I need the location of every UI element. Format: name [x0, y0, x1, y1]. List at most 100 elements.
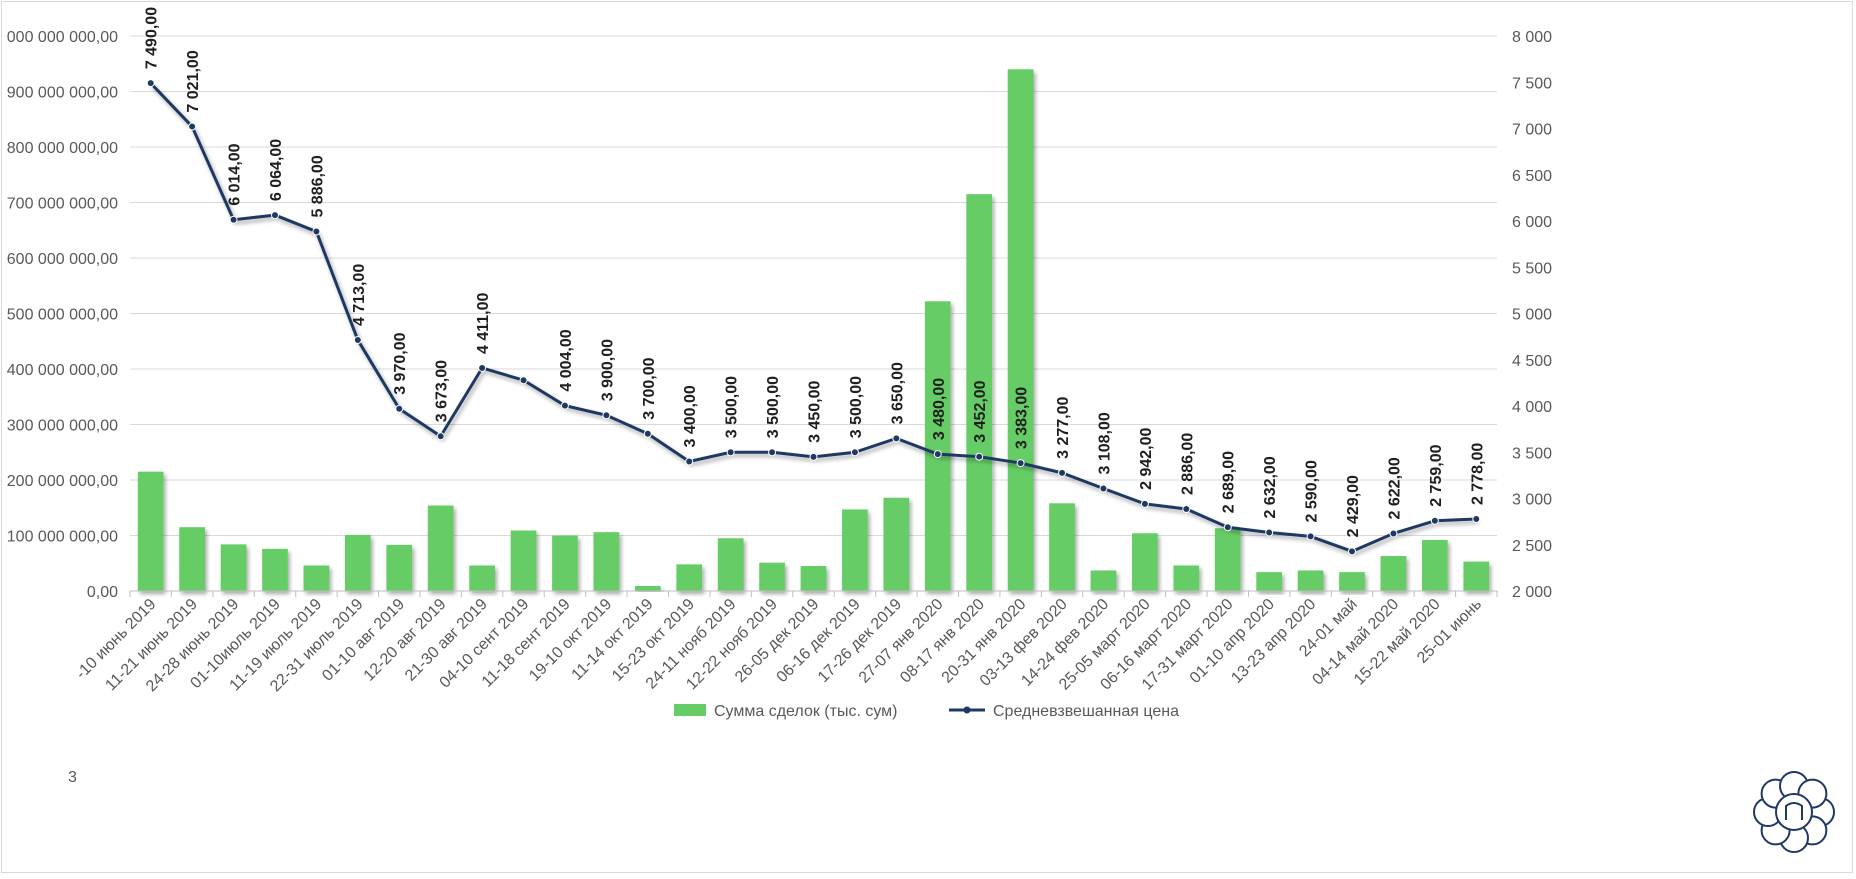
y-right-tick-label: 5 500	[1512, 260, 1552, 277]
line-point	[1140, 499, 1149, 508]
data-label: 3 673,00	[434, 360, 451, 422]
line-point	[643, 429, 652, 438]
bar	[262, 548, 288, 591]
bar	[427, 505, 454, 591]
bar	[1463, 561, 1490, 591]
bar	[552, 535, 578, 591]
line-point	[1182, 505, 1191, 514]
bar	[1132, 533, 1158, 591]
line-point	[1389, 529, 1398, 538]
bar	[1090, 570, 1117, 591]
line-point	[146, 79, 155, 88]
bar	[966, 194, 993, 592]
line-point	[685, 457, 694, 466]
legend-label-line: Средневзвешанная цена	[993, 703, 1179, 720]
bar	[510, 530, 537, 591]
y-left-tick-label: 500 000 000,00	[7, 307, 118, 324]
bar	[1339, 572, 1365, 591]
data-label: 7 490,00	[144, 7, 161, 69]
legend-marker	[963, 706, 971, 714]
data-label: 2 759,00	[1428, 444, 1445, 506]
line-series	[146, 79, 1481, 556]
y-left-tick-label: 700 000 000,00	[7, 196, 118, 213]
y-left-tick-label: 100 000 000,00	[7, 529, 118, 546]
data-label: 3 650,00	[889, 362, 906, 424]
bar	[303, 565, 330, 591]
data-label: 3 900,00	[599, 339, 616, 401]
y-left-tick-label: 900 000 000,00	[7, 85, 118, 102]
bar	[179, 527, 205, 591]
line-point	[768, 448, 777, 457]
bar	[842, 509, 868, 591]
y-left-tick-label: 300 000 000,00	[7, 418, 118, 435]
line-point	[188, 122, 197, 131]
legend-swatch-bars	[674, 704, 706, 716]
bar	[1214, 528, 1241, 591]
line-point	[1265, 528, 1274, 537]
line-point	[1430, 516, 1439, 525]
data-label: 3 500,00	[724, 376, 741, 438]
data-label: 3 500,00	[848, 376, 865, 438]
data-label: 3 450,00	[807, 380, 824, 442]
data-label: 4 004,00	[558, 329, 575, 391]
bar	[344, 534, 371, 591]
bar	[1297, 570, 1324, 591]
data-label: 6 064,00	[268, 139, 285, 201]
line-point	[975, 452, 984, 461]
line-point	[1472, 515, 1481, 524]
data-label: 5 886,00	[309, 155, 326, 217]
flower-emblem-icon	[1753, 771, 1835, 853]
data-label: 2 942,00	[1138, 427, 1155, 489]
data-label: 2 689,00	[1221, 451, 1238, 513]
line-point	[395, 404, 404, 413]
line-point	[726, 448, 735, 457]
y-right-tick-label: 6 500	[1512, 168, 1552, 185]
line-point	[1016, 459, 1025, 468]
y-right-tick-label: 4 500	[1512, 353, 1552, 370]
y-right-tick-label: 2 000	[1512, 584, 1552, 601]
line-point	[270, 211, 279, 220]
legend-label-bars: Сумма сделок (тыс. сум)	[714, 703, 897, 720]
data-label: 2 632,00	[1262, 456, 1279, 518]
y-right-tick-label: 3 000	[1512, 492, 1552, 509]
bar	[1049, 503, 1075, 591]
line-point	[312, 227, 321, 236]
bar	[924, 301, 951, 591]
line-point	[892, 434, 901, 443]
gridlines	[130, 35, 1497, 536]
y-right-tick-label: 2 500	[1512, 538, 1552, 555]
bar	[800, 566, 827, 591]
bar	[1256, 572, 1283, 591]
y-left-tick-label: 1 000 000 000,00	[2, 29, 118, 46]
y-left-tick-label: 400 000 000,00	[7, 362, 118, 379]
y-right-tick-label: 7 500	[1512, 75, 1552, 92]
y-right-tick-label: 8 000	[1512, 29, 1552, 46]
line-point	[1348, 547, 1357, 556]
corner-label: 3	[68, 769, 77, 786]
bar	[386, 544, 413, 591]
data-label: 3 108,00	[1096, 412, 1113, 474]
bar	[1422, 539, 1448, 591]
data-label: 3 452,00	[972, 380, 989, 442]
data-label: 7 021,00	[185, 50, 202, 112]
line-point	[809, 452, 818, 461]
line-point	[1223, 523, 1232, 532]
bar	[469, 565, 495, 591]
y-right-tick-label: 4 000	[1512, 399, 1552, 416]
data-label: 2 778,00	[1469, 443, 1486, 505]
emblem-glyph	[1785, 802, 1803, 820]
y-left-tick-label: 600 000 000,00	[7, 251, 118, 268]
line-point	[560, 401, 569, 410]
data-label: 4 411,00	[475, 292, 492, 354]
data-label: 2 590,00	[1304, 460, 1321, 522]
bar	[1173, 565, 1200, 591]
data-label: 3 500,00	[765, 376, 782, 438]
line-point	[1058, 468, 1067, 477]
line-point	[933, 450, 942, 459]
bar	[717, 538, 744, 591]
data-label: 2 886,00	[1179, 433, 1196, 495]
line-point	[229, 215, 238, 224]
bar	[137, 471, 164, 591]
data-label: 3 277,00	[1055, 396, 1072, 458]
